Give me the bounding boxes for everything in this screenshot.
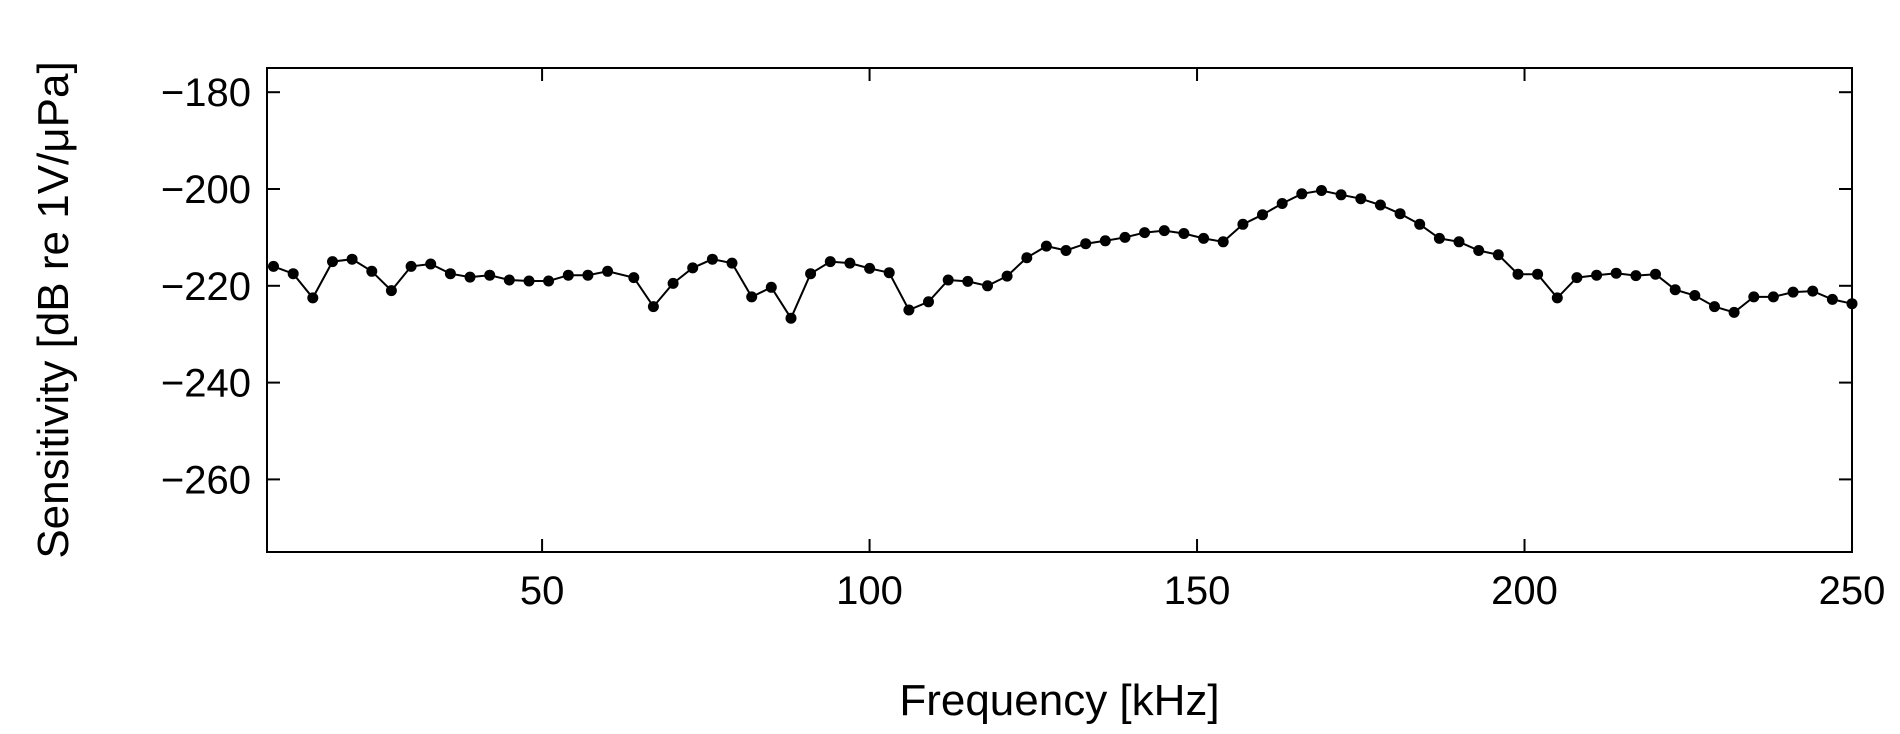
x-tick-label: 100	[836, 569, 903, 613]
data-point	[1669, 284, 1681, 296]
data-point	[1728, 306, 1740, 318]
data-point	[1433, 232, 1445, 244]
data-point	[1021, 252, 1033, 264]
data-point	[523, 275, 535, 287]
data-point	[562, 269, 574, 281]
data-point	[1355, 193, 1367, 205]
x-tick-label: 200	[1491, 569, 1558, 613]
data-point	[1650, 268, 1661, 280]
x-axis-label: Frequency [kHz]	[899, 676, 1219, 725]
data-series	[268, 185, 1858, 324]
data-point	[1787, 286, 1799, 298]
y-tick-label: −180	[161, 71, 251, 115]
data-point	[1198, 232, 1210, 244]
data-point	[1178, 228, 1190, 239]
data-point	[1512, 268, 1524, 280]
data-point	[346, 253, 358, 265]
data-point	[785, 312, 797, 324]
data-point	[385, 285, 397, 297]
data-point	[307, 292, 319, 304]
data-point	[484, 269, 496, 281]
data-point	[1630, 270, 1642, 282]
y-axis-label: Sensitivity [dB re 1V/μPa]	[29, 61, 78, 558]
data-point	[1276, 198, 1288, 209]
y-tick-label: −200	[161, 168, 251, 212]
data-point	[1767, 291, 1779, 303]
data-point	[1080, 238, 1092, 250]
data-point	[1532, 268, 1544, 280]
data-point	[628, 272, 640, 284]
data-point	[464, 271, 476, 283]
plot-area-frame	[266, 67, 1853, 553]
data-point	[287, 268, 299, 280]
data-point	[503, 274, 515, 286]
data-point	[765, 281, 777, 293]
data-point	[543, 275, 555, 287]
data-point	[1414, 218, 1426, 230]
x-tick-label: 150	[1164, 569, 1231, 613]
data-point	[706, 253, 718, 265]
data-point	[864, 262, 876, 274]
data-point	[1257, 209, 1268, 221]
data-point	[687, 262, 699, 274]
x-tick-label: 50	[520, 569, 565, 613]
data-point	[1394, 208, 1406, 220]
data-point	[1689, 290, 1701, 301]
data-point	[1237, 218, 1249, 230]
data-point	[824, 256, 836, 268]
data-point	[602, 265, 614, 277]
data-point	[1492, 249, 1504, 261]
data-point	[1158, 225, 1170, 237]
data-point	[1296, 188, 1308, 200]
y-tick-label: −240	[161, 362, 251, 406]
data-point	[444, 268, 456, 280]
data-point	[805, 268, 817, 280]
data-point	[1826, 293, 1838, 305]
data-point	[1571, 272, 1583, 284]
data-point	[647, 301, 659, 313]
data-point	[1139, 227, 1151, 239]
data-point	[726, 257, 738, 269]
data-point	[1551, 292, 1563, 304]
data-point	[1453, 236, 1465, 248]
data-point	[1316, 185, 1327, 196]
data-point	[962, 275, 974, 287]
data-point	[923, 296, 934, 308]
data-point	[982, 280, 993, 292]
data-point	[1119, 231, 1131, 243]
data-point	[1473, 245, 1485, 256]
data-point	[746, 291, 758, 303]
data-point	[1217, 236, 1229, 248]
data-point	[1709, 301, 1720, 313]
data-point	[1591, 269, 1603, 281]
data-point	[1374, 199, 1386, 211]
data-point	[1610, 267, 1622, 279]
y-tick-label: −260	[161, 458, 251, 502]
data-point	[1060, 245, 1072, 256]
data-point	[1807, 285, 1819, 297]
data-point	[1040, 240, 1052, 252]
axis-ticks: 50 100 150 200 250 −180 −200 −220 −240 −260	[161, 68, 1885, 613]
y-tick-label: −220	[161, 265, 251, 309]
data-point	[844, 257, 856, 269]
series-markers	[268, 185, 1858, 324]
data-point	[405, 260, 417, 272]
data-point	[667, 277, 679, 289]
data-point	[366, 265, 378, 277]
data-point	[883, 267, 895, 279]
data-point	[1099, 235, 1111, 247]
data-point	[1335, 189, 1347, 201]
data-point	[582, 269, 594, 281]
data-point	[942, 274, 954, 286]
data-point	[1748, 291, 1760, 303]
data-point	[268, 260, 279, 272]
data-point	[903, 304, 915, 316]
x-tick-label: 250	[1819, 569, 1886, 613]
data-point	[425, 258, 437, 270]
data-point	[1001, 270, 1013, 282]
data-point	[327, 256, 338, 268]
